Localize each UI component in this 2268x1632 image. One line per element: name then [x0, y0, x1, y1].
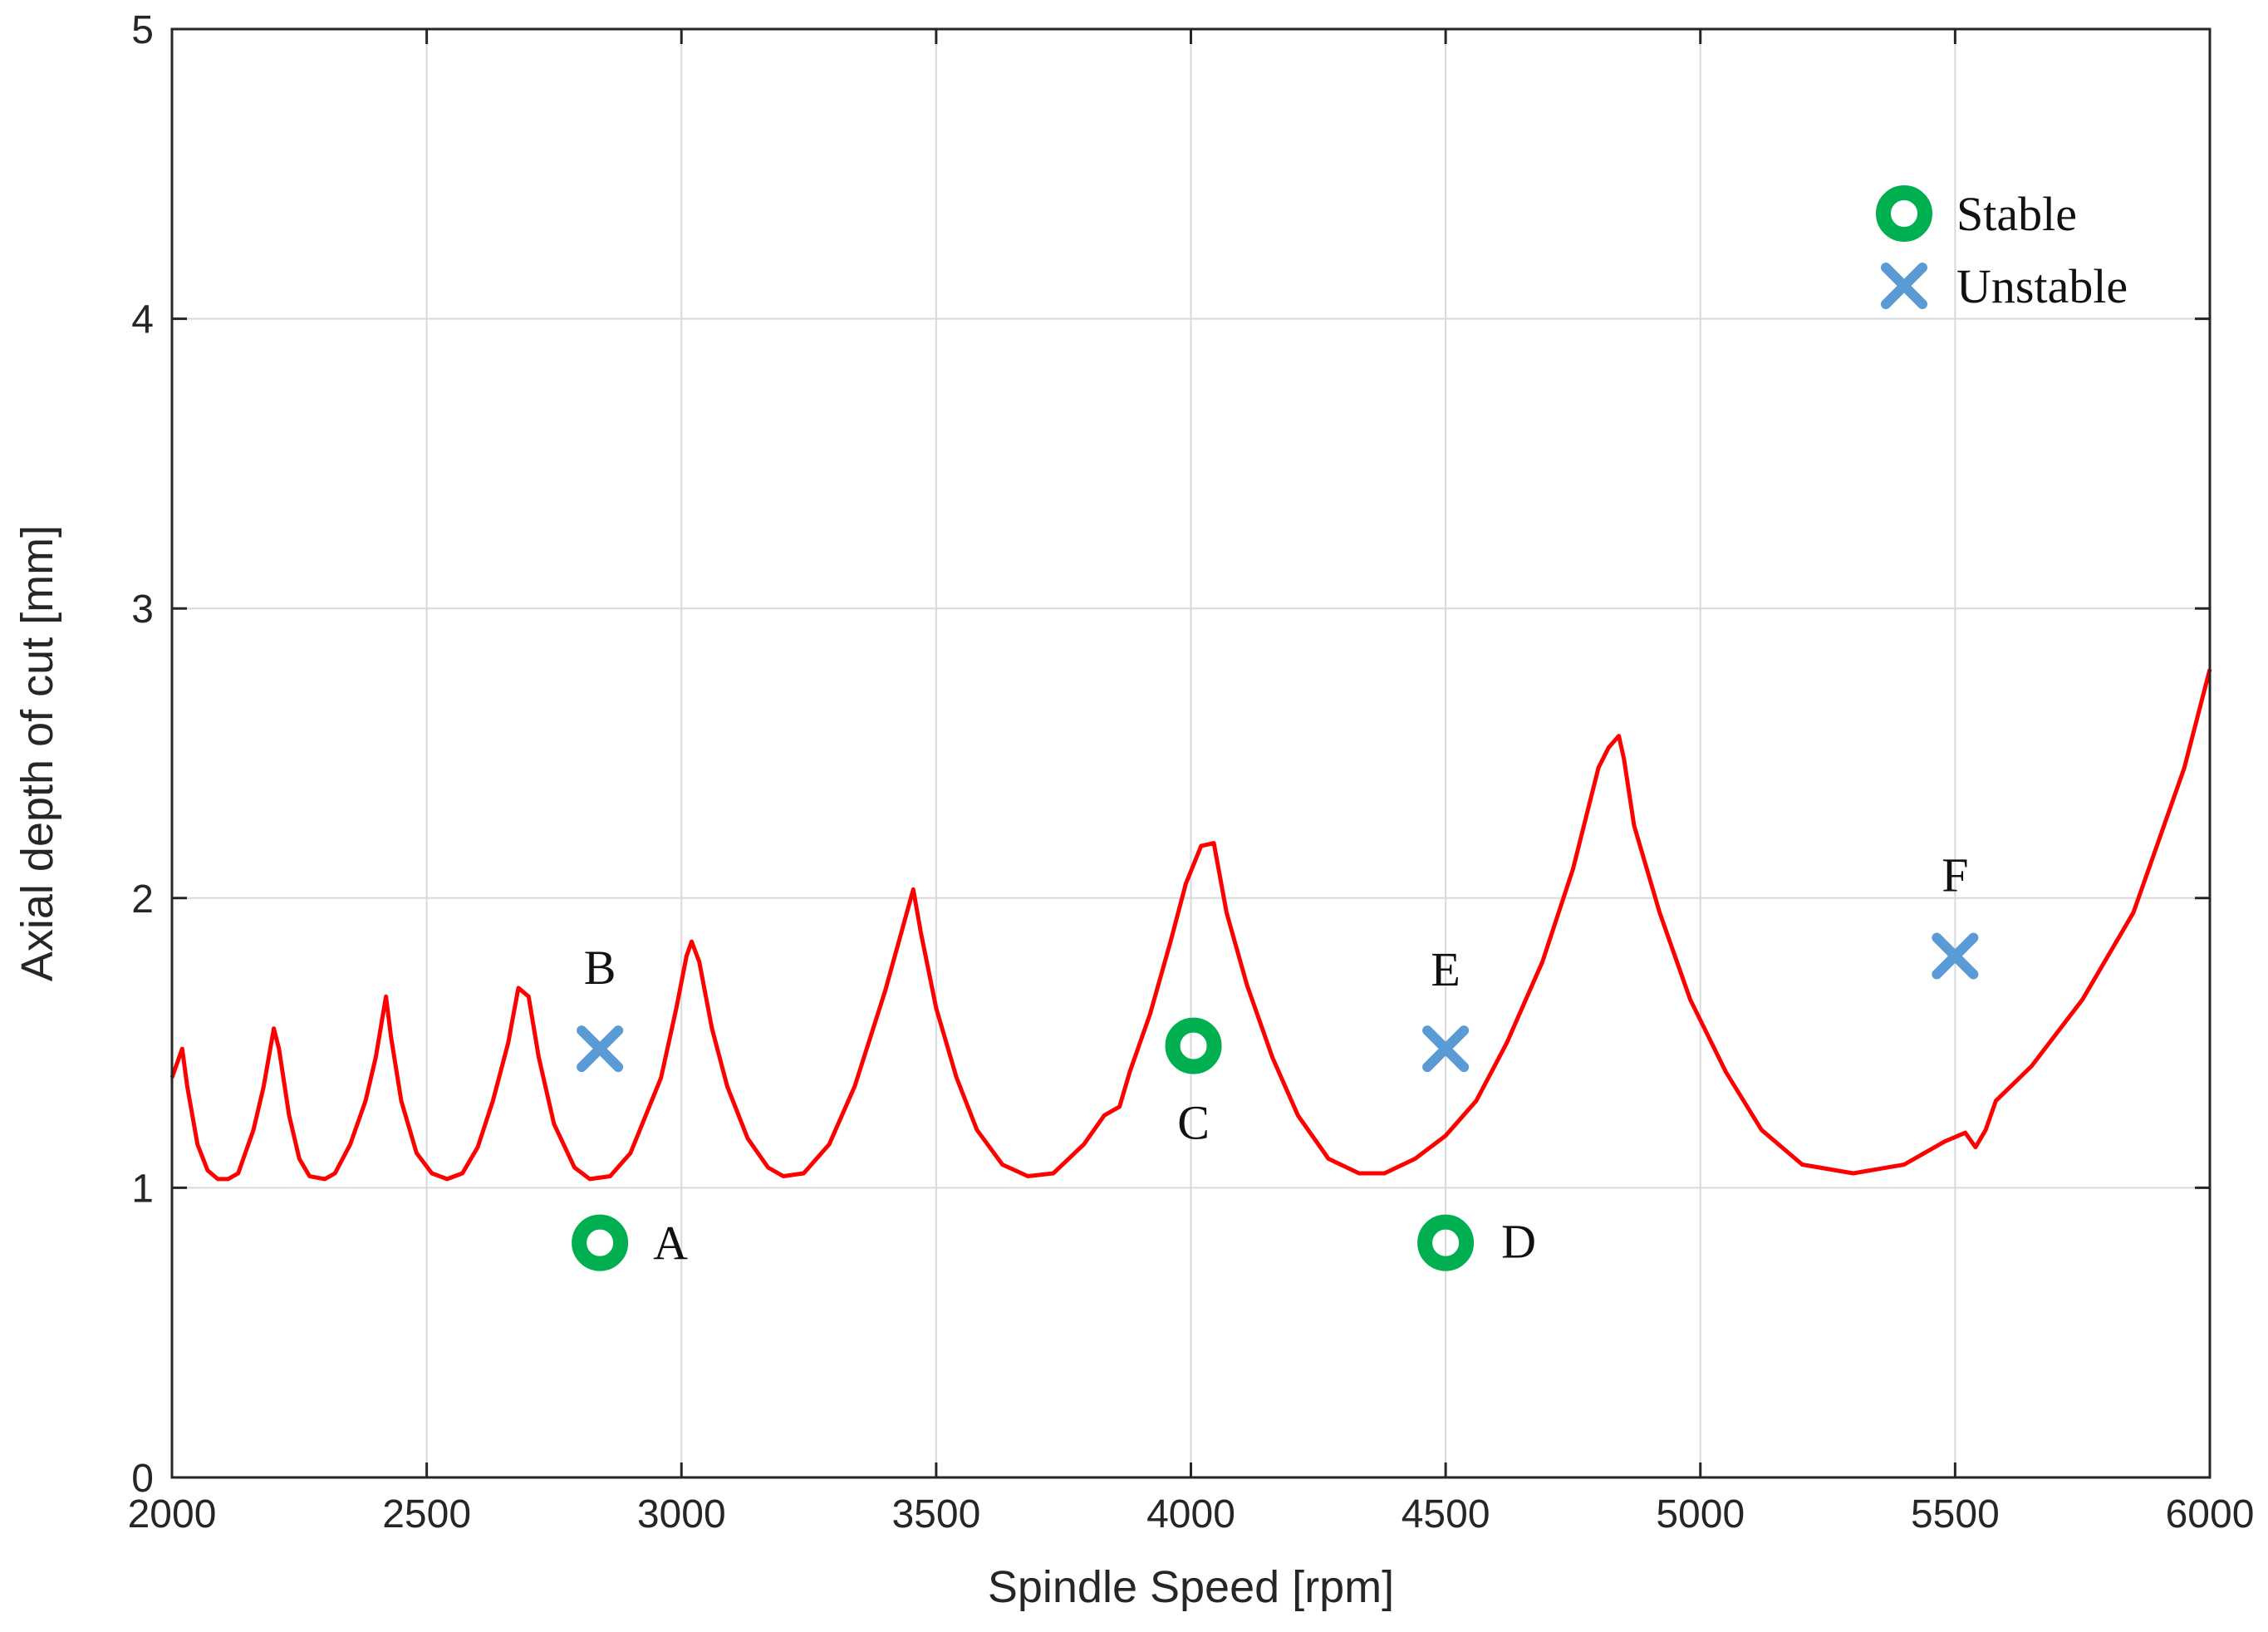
y-tick-label: 1: [131, 1167, 154, 1211]
x-axis-label: Spindle Speed [rpm]: [988, 1562, 1394, 1612]
y-tick-label: 2: [131, 877, 154, 922]
stability-boundary-line: [169, 668, 2212, 1182]
y-tick-label: 5: [131, 8, 154, 52]
marker-point-b: [577, 1025, 624, 1073]
legend-label-unstable: Unstable: [1956, 259, 2128, 313]
point-markers: A B C D E F: [572, 848, 1979, 1271]
marker-point-c: [1165, 1017, 1222, 1074]
marker-point-f: [1932, 932, 1979, 980]
legend-label-stable: Stable: [1956, 187, 2077, 241]
marker-label-d: D: [1501, 1215, 1536, 1269]
y-tick-label: 4: [131, 298, 154, 342]
x-tick-label: 4500: [1402, 1492, 1490, 1536]
series-lines: [169, 668, 2212, 1182]
x-tick-label: 3000: [637, 1492, 726, 1536]
x-tick-label: 6000: [2166, 1492, 2255, 1536]
x-tick-label: 3500: [891, 1492, 980, 1536]
x-tick-label: 2000: [128, 1492, 217, 1536]
legend-stable-symbol: [1876, 185, 1932, 242]
marker-point-e: [1422, 1025, 1470, 1073]
y-axis-label: Axial depth of cut [mm]: [12, 525, 62, 981]
stable-circle-icon: [572, 1214, 629, 1271]
x-axis-ticks: 2000 2500 3000 3500 4000 4500 5000 5500 6000: [128, 29, 2255, 1536]
unstable-cross-icon: [1932, 932, 1979, 980]
grid-lines: [171, 28, 2211, 1478]
stable-circle-icon: [1417, 1214, 1475, 1271]
unstable-cross-icon: [1881, 263, 1927, 309]
x-tick-label: 4000: [1146, 1492, 1235, 1536]
stable-circle-icon: [1165, 1017, 1222, 1074]
marker-label-e: E: [1431, 942, 1460, 996]
x-tick-label: 5000: [1656, 1492, 1745, 1536]
marker-point-d: [1417, 1214, 1475, 1271]
unstable-cross-icon: [1422, 1025, 1470, 1073]
legend: Stable Unstable: [1876, 185, 2128, 313]
y-tick-label: 0: [131, 1457, 154, 1501]
marker-label-a: A: [653, 1217, 688, 1271]
legend-unstable-symbol: [1881, 263, 1927, 309]
marker-label-b: B: [584, 941, 616, 995]
axes-frame: [170, 27, 2212, 1479]
marker-point-a: [572, 1214, 629, 1271]
y-tick-label: 3: [131, 587, 154, 632]
marker-label-c: C: [1177, 1096, 1210, 1150]
marker-label-f: F: [1942, 848, 1968, 902]
stable-circle-icon: [1876, 185, 1932, 242]
unstable-cross-icon: [577, 1025, 624, 1073]
x-tick-label: 5500: [1911, 1492, 2000, 1536]
x-tick-label: 2500: [382, 1492, 471, 1536]
